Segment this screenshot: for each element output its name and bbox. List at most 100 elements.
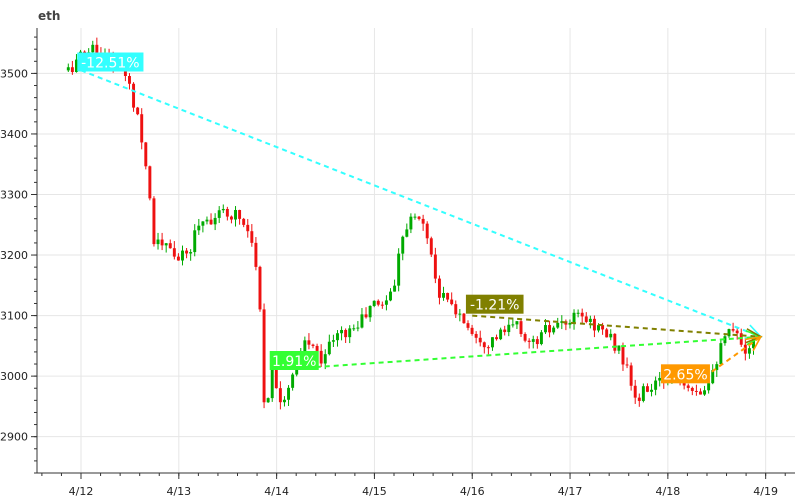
candle-body <box>401 236 405 254</box>
axes: 2900 3000 3100 3200 3300 3400 3500 4/12 4/13 4/14… <box>0 28 795 498</box>
change-label: -12.51% <box>81 56 139 72</box>
x-tick-label: 4/15 <box>362 485 387 498</box>
candle-body <box>217 210 221 218</box>
candle-body <box>723 336 727 344</box>
candle-body <box>397 253 401 286</box>
candle-body <box>747 348 751 354</box>
y-tick-label: 3500 <box>0 67 28 80</box>
candle-body <box>605 329 609 338</box>
candle-body <box>331 340 335 342</box>
candle-body <box>731 329 735 331</box>
candle-body <box>136 107 140 115</box>
candle-body <box>319 350 323 364</box>
candle-body <box>425 223 429 239</box>
x-tick-label: 4/14 <box>264 485 289 498</box>
candle-body <box>144 142 148 167</box>
candle-body <box>490 337 494 348</box>
annotations: -12.51% 1.91% -1.21% 2.65% <box>77 52 763 384</box>
candle-body <box>645 386 649 392</box>
candle-body <box>91 44 95 53</box>
candle-body <box>499 329 503 340</box>
candle-body <box>336 333 339 341</box>
candle-body <box>609 333 613 338</box>
candle-body <box>584 316 588 322</box>
candle-body <box>368 305 372 318</box>
candle-body <box>711 370 715 384</box>
candle-body <box>752 336 755 349</box>
candle-body <box>519 321 523 335</box>
candle-body <box>617 345 621 351</box>
candle-body <box>715 364 719 371</box>
candle-body <box>287 387 291 400</box>
candle-body <box>193 230 197 253</box>
candle-body <box>527 340 531 342</box>
candle-body <box>568 322 572 325</box>
candle-body <box>238 210 242 219</box>
candle-body <box>176 256 180 261</box>
candle-body <box>172 248 176 257</box>
candle-body <box>266 398 270 403</box>
candle-body <box>323 354 327 364</box>
candle-body <box>148 166 152 199</box>
candle-body <box>552 327 556 333</box>
candle-body <box>417 216 421 219</box>
x-tick-label: 4/16 <box>460 485 485 498</box>
candle-body <box>470 327 474 334</box>
candle-body <box>389 291 392 301</box>
candle-body <box>576 312 580 314</box>
y-tick-label: 3200 <box>0 249 28 262</box>
candle-body <box>234 210 237 220</box>
candle-body <box>450 299 454 305</box>
candle-body <box>384 300 388 305</box>
change-label: 2.65% <box>663 367 707 383</box>
candle-body <box>364 314 368 318</box>
candle-body <box>132 83 136 108</box>
candle-body <box>474 333 478 338</box>
candle-body <box>703 390 707 395</box>
candle-body <box>164 243 168 246</box>
candle-body <box>535 339 539 345</box>
trend-line <box>80 69 762 338</box>
candle-body <box>181 250 184 261</box>
candle-body <box>352 328 356 330</box>
candle-body <box>376 300 380 305</box>
candle-body <box>201 221 205 226</box>
candle-body <box>503 329 507 333</box>
candle-body <box>580 312 584 317</box>
candle-body <box>637 397 641 401</box>
candle-body <box>727 329 731 337</box>
x-tick-label: 4/19 <box>753 485 778 498</box>
candle-body <box>303 340 307 353</box>
candle-body <box>719 343 723 365</box>
x-tick-label: 4/13 <box>166 485 191 498</box>
candle-body <box>650 389 653 392</box>
candle-body <box>613 333 617 351</box>
candle-body <box>70 67 74 73</box>
candle-body <box>213 217 217 225</box>
candle-body <box>641 386 645 401</box>
candle-body <box>507 324 511 333</box>
candles <box>66 37 760 410</box>
change-label: 1.91% <box>272 354 316 370</box>
candle-body <box>205 219 209 222</box>
candle-body <box>356 327 360 329</box>
candle-body <box>601 325 605 330</box>
candle-body <box>185 250 189 254</box>
candle-body <box>629 365 633 386</box>
candle-body <box>128 76 131 84</box>
candle-body <box>699 391 702 395</box>
change-label-box <box>77 52 144 72</box>
candle-body <box>393 285 397 292</box>
candle-body <box>344 329 348 338</box>
candle-body <box>511 324 515 326</box>
candle-body <box>152 198 156 245</box>
candle-body <box>429 238 433 255</box>
candle-body <box>282 399 286 403</box>
candle-body <box>327 341 331 355</box>
candle-body <box>168 243 172 249</box>
chart-title: eth <box>38 9 60 23</box>
candle-body <box>454 304 458 315</box>
candle-body <box>588 318 592 322</box>
candle-body <box>380 304 384 306</box>
